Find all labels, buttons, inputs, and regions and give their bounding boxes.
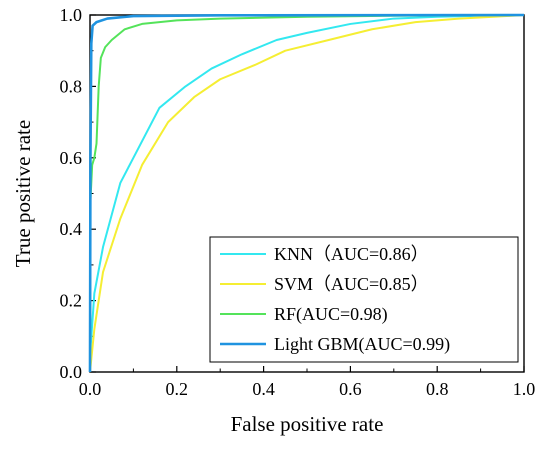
- x-axis-title: False positive rate: [231, 412, 384, 436]
- x-tick-label: 0.2: [166, 379, 189, 399]
- legend: KNN（AUC=0.86） SVM（AUC=0.85） RF(AUC=0.98) Li…: [209, 236, 519, 363]
- legend-box: [209, 236, 519, 363]
- y-tick-label: 1.0: [60, 5, 83, 25]
- roc-curve: [89, 14, 525, 373]
- y-tick-label: 0.6: [60, 148, 83, 168]
- y-tick-label: 0.4: [60, 219, 83, 239]
- x-axis-ticks: 0.0 0.2 0.4 0.6 0.8 1.0: [79, 366, 536, 399]
- x-tick-label: 0.6: [339, 379, 362, 399]
- roc-curve: [88, 13, 525, 373]
- x-tick-label: 0.4: [252, 379, 275, 399]
- y-tick-label: 0.8: [60, 76, 83, 96]
- y-tick-label: 0.0: [60, 362, 83, 382]
- roc-curve: [89, 14, 525, 373]
- x-tick-label: 1.0: [513, 379, 536, 399]
- roc-curve: [89, 14, 525, 373]
- legend-label: KNN（AUC=0.86）: [274, 244, 429, 264]
- y-axis-title: True positive rate: [11, 120, 35, 267]
- legend-label: Light GBM(AUC=0.99): [274, 334, 450, 355]
- legend-label: RF(AUC=0.98): [274, 304, 388, 325]
- legend-label: SVM（AUC=0.85）: [274, 274, 429, 294]
- x-tick-label: 0.0: [79, 379, 102, 399]
- y-tick-label: 0.2: [60, 291, 83, 311]
- x-tick-label: 0.8: [426, 379, 449, 399]
- roc-curves: [88, 13, 525, 373]
